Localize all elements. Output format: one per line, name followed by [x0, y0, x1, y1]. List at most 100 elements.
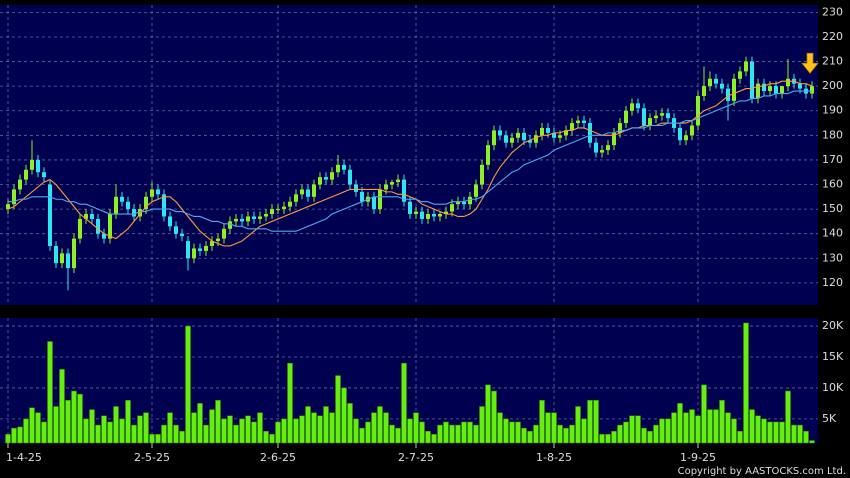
volume-bar	[59, 369, 65, 444]
y-tick-label: 220	[822, 30, 843, 43]
volume-bar	[167, 412, 173, 444]
candle-body	[72, 238, 76, 269]
volume-bar	[659, 418, 665, 444]
volume-bar	[809, 440, 815, 444]
volume-bar	[437, 424, 443, 444]
volume-bar	[431, 434, 437, 444]
candle-body	[144, 196, 148, 210]
candle-body	[516, 132, 520, 138]
volume-bar	[563, 427, 569, 444]
volume-bar	[209, 409, 215, 444]
volume-bar	[677, 403, 683, 444]
volume-bar	[599, 434, 605, 444]
volume-bar	[779, 421, 785, 444]
volume-bar	[575, 406, 581, 444]
volume-bar	[149, 434, 155, 444]
volume-bar	[593, 400, 599, 444]
volume-bar	[173, 424, 179, 444]
volume-bar	[245, 415, 251, 444]
volume-bar	[41, 421, 47, 444]
volume-bar	[413, 412, 419, 444]
candle-body	[24, 169, 28, 180]
candle-body	[36, 159, 40, 173]
volume-bar	[113, 406, 119, 444]
candle-body	[810, 86, 814, 94]
candle-body	[270, 209, 274, 215]
grid	[0, 5, 818, 443]
candle-body	[240, 218, 244, 222]
volume-tick-label: 15K	[822, 350, 844, 363]
volume-bar	[407, 418, 413, 444]
candle-body	[636, 103, 640, 109]
volume-bar	[803, 430, 809, 444]
volume-bar	[29, 407, 35, 444]
candle-body	[306, 189, 310, 197]
candle-body	[192, 248, 196, 259]
volume-bar	[11, 427, 17, 444]
volume-bar	[629, 415, 635, 444]
y-tick-label: 170	[822, 153, 843, 166]
candle-body	[156, 189, 160, 195]
candle-body	[480, 164, 484, 185]
volume-bar	[491, 390, 497, 444]
volume-bar	[689, 409, 695, 444]
volume-bar	[203, 424, 209, 444]
volume-bar	[497, 412, 503, 444]
candle-body	[444, 211, 448, 215]
volume-bar	[635, 415, 641, 444]
candle-body	[342, 164, 346, 170]
volume-bar	[797, 424, 803, 444]
volume-bar	[299, 415, 305, 444]
volume-bar	[533, 424, 539, 444]
volume-bar	[479, 406, 485, 444]
candle-body	[372, 196, 376, 210]
volume-bar	[449, 424, 455, 444]
volume-bar	[419, 421, 425, 444]
candle-body	[282, 206, 286, 210]
candle-body	[726, 88, 730, 101]
y-tick-label: 180	[822, 128, 843, 141]
candle-body	[234, 218, 238, 222]
volume-bar	[683, 412, 689, 444]
candle-body	[12, 189, 16, 205]
copyright: Copyright by AASTOCKS.com Ltd.	[678, 466, 846, 477]
candle-body	[126, 201, 130, 210]
volume-bar	[119, 418, 125, 444]
volume-bar	[557, 424, 563, 444]
volume-bar	[749, 409, 755, 444]
candle-body	[468, 196, 472, 205]
candle-body	[624, 110, 628, 124]
volume-bar	[335, 375, 341, 444]
candle-body	[426, 214, 430, 219]
volume-bar	[341, 387, 347, 444]
latest-arrow	[801, 52, 819, 74]
volume-bar	[725, 412, 731, 444]
candle-body	[174, 226, 178, 234]
volume-bar	[83, 418, 89, 444]
candle-body	[648, 118, 652, 126]
y-tick-label: 200	[822, 79, 843, 92]
candle-body	[402, 179, 406, 202]
volume-bar	[515, 421, 521, 444]
volume-bar	[461, 421, 467, 444]
candle-body	[744, 61, 748, 72]
candle-body	[546, 127, 550, 133]
candle-body	[756, 83, 760, 99]
volume-bar	[581, 418, 587, 444]
candle-body	[618, 123, 622, 133]
x-tick-label: 2-6-25	[260, 451, 296, 464]
volume-bar	[221, 418, 227, 444]
candle-body	[150, 189, 154, 197]
candle-body	[54, 245, 58, 264]
volume-bar	[611, 430, 617, 444]
volume-bar	[317, 415, 323, 444]
candle-body	[492, 130, 496, 146]
volume-bar	[443, 421, 449, 444]
y-tick-label: 230	[822, 5, 843, 18]
volume-bar	[623, 421, 629, 444]
volume-bar	[383, 412, 389, 444]
candle-body	[420, 211, 424, 219]
candle-body	[198, 248, 202, 251]
volume-bar	[185, 325, 191, 444]
